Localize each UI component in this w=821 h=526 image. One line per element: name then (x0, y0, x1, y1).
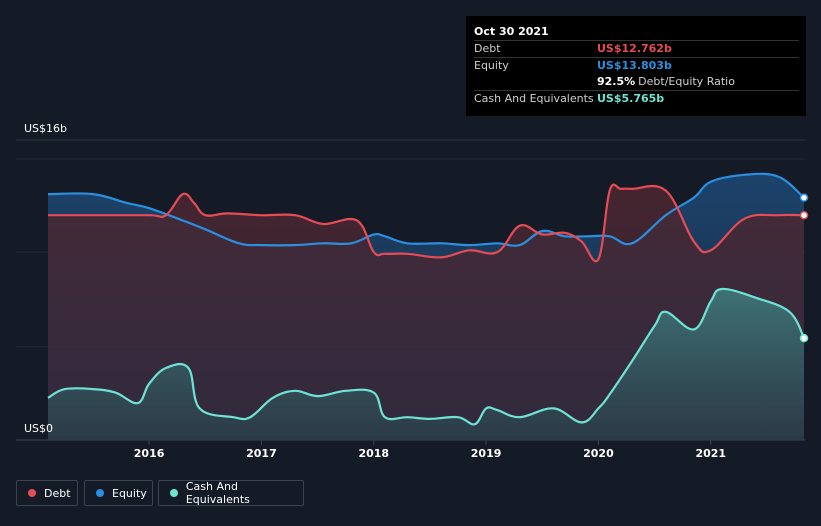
data-tooltip: Oct 30 2021 Debt US$12.762b Equity US$13… (466, 16, 806, 116)
y-axis-bottom-label: US$0 (24, 422, 53, 435)
debt-line (48, 183, 805, 263)
x-tick-label: 2021 (695, 447, 726, 460)
x-tick-label: 2016 (134, 447, 165, 460)
tooltip-cash-value: US$5.765b (597, 92, 665, 105)
legend-cash[interactable]: Cash And Equivalents (158, 480, 304, 506)
tooltip-ratio-label: Debt/Equity Ratio (638, 75, 735, 88)
equity-line (47, 172, 805, 247)
debt-area (48, 184, 804, 440)
x-tick-label: 2017 (246, 447, 277, 460)
cash-area (48, 288, 804, 440)
tooltip-date: Oct 30 2021 (474, 25, 549, 38)
legend-equity-dot (96, 489, 104, 497)
x-tick-label: 2018 (358, 447, 389, 460)
x-tick-label: 2019 (471, 447, 502, 460)
equity-end-marker (799, 193, 809, 202)
cash-line (47, 287, 805, 426)
chart-lines (47, 172, 809, 426)
legend-debt-label: Debt (44, 486, 71, 500)
x-tick-label: 2020 (583, 447, 614, 460)
tooltip-ratio-row: 92.5% Debt/Equity Ratio (474, 74, 799, 90)
y-axis-top-label: US$16b (24, 122, 67, 135)
chart-areas (48, 173, 804, 440)
debt-end-marker (799, 210, 809, 220)
tooltip-equity-label: Equity (474, 59, 509, 72)
legend-equity[interactable]: Equity (84, 480, 153, 506)
tooltip-debt-value: US$12.762b (597, 42, 672, 55)
tooltip-equity-row: Equity US$13.803b (474, 57, 799, 74)
legend-debt[interactable]: Debt (16, 480, 78, 506)
legend-debt-dot (28, 489, 36, 497)
x-axis: 2016 2017 2018 2019 2020 2021 (134, 440, 726, 460)
tooltip-cash-label: Cash And Equivalents (474, 92, 594, 105)
tooltip-cash-row: Cash And Equivalents US$5.765b (474, 90, 799, 107)
legend-equity-label: Equity (112, 486, 147, 500)
tooltip-debt-row: Debt US$12.762b (474, 40, 799, 57)
tooltip-ratio-value: 92.5% (597, 75, 636, 88)
tooltip-debt-label: Debt (474, 42, 501, 55)
tooltip-equity-value: US$13.803b (597, 59, 672, 72)
cash-end-marker (799, 333, 809, 343)
legend-cash-label: Cash And Equivalents (185, 480, 250, 506)
legend-cash-dot (170, 489, 178, 497)
